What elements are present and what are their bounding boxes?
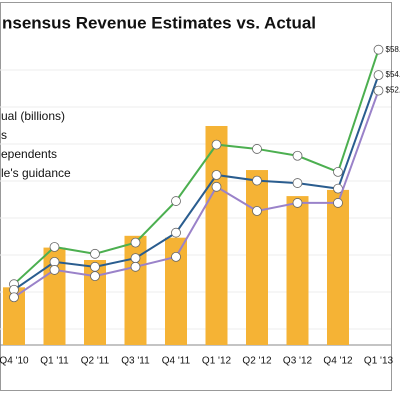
bar: [84, 260, 106, 345]
x-tick-label: Q3 '11: [121, 356, 150, 367]
point: [130, 253, 141, 264]
bar: [43, 247, 66, 345]
point: [252, 206, 262, 216]
bar: [3, 287, 25, 345]
legend-label: ependents: [1, 147, 57, 161]
bar: [205, 125, 228, 346]
grid: [0, 69, 391, 330]
point: [49, 256, 60, 267]
data-label: $54.: [386, 70, 400, 79]
x-tick-label: Q3 '12: [283, 356, 313, 367]
point: [252, 175, 262, 186]
legend-label: s: [1, 128, 7, 142]
point: [90, 248, 100, 259]
bar: [246, 170, 268, 345]
point: [90, 261, 100, 272]
x-tick-label: Q1 '11: [40, 356, 69, 367]
point: [211, 170, 222, 180]
point: [49, 242, 60, 252]
point: [292, 150, 303, 161]
point: [252, 144, 262, 154]
point: [211, 139, 222, 150]
point: [292, 198, 303, 208]
x-tick-label: Q1 '12: [202, 356, 232, 367]
point: [333, 198, 343, 208]
point: [171, 196, 181, 206]
point: [211, 181, 222, 192]
line: [13, 74, 380, 291]
point: [49, 265, 60, 275]
point: [373, 70, 384, 81]
point: [373, 85, 384, 96]
point: [171, 252, 181, 262]
bar: [124, 235, 147, 345]
point: [130, 261, 141, 272]
frame: [0, 2, 392, 391]
legend-label: le's guidance: [1, 166, 71, 180]
bar: [327, 189, 349, 345]
x-tick-label: Q4 '11: [162, 356, 191, 367]
data-label: $52.: [386, 86, 400, 95]
x-tick-label: Q1 '13: [364, 356, 394, 367]
legend-label: ual (billions): [1, 109, 65, 123]
x-tick-label: Q2 '12: [242, 356, 272, 367]
point: [373, 44, 384, 55]
point: [292, 178, 303, 188]
bar: [286, 196, 309, 345]
point: [171, 227, 181, 238]
point: [9, 292, 19, 303]
x-tick-label: Q2 '11: [81, 356, 110, 367]
chart-title: nsensus Revenue Estimates vs. Actual: [2, 13, 316, 32]
line: [13, 90, 380, 299]
point: [333, 167, 343, 177]
data-label: $58.: [386, 45, 400, 54]
x-tick-label: Q4 '12: [323, 356, 353, 367]
bar: [165, 237, 187, 345]
point: [130, 237, 141, 248]
point: [90, 271, 100, 282]
line: [13, 49, 380, 285]
x-tick-label: Q4 '10: [0, 356, 29, 367]
